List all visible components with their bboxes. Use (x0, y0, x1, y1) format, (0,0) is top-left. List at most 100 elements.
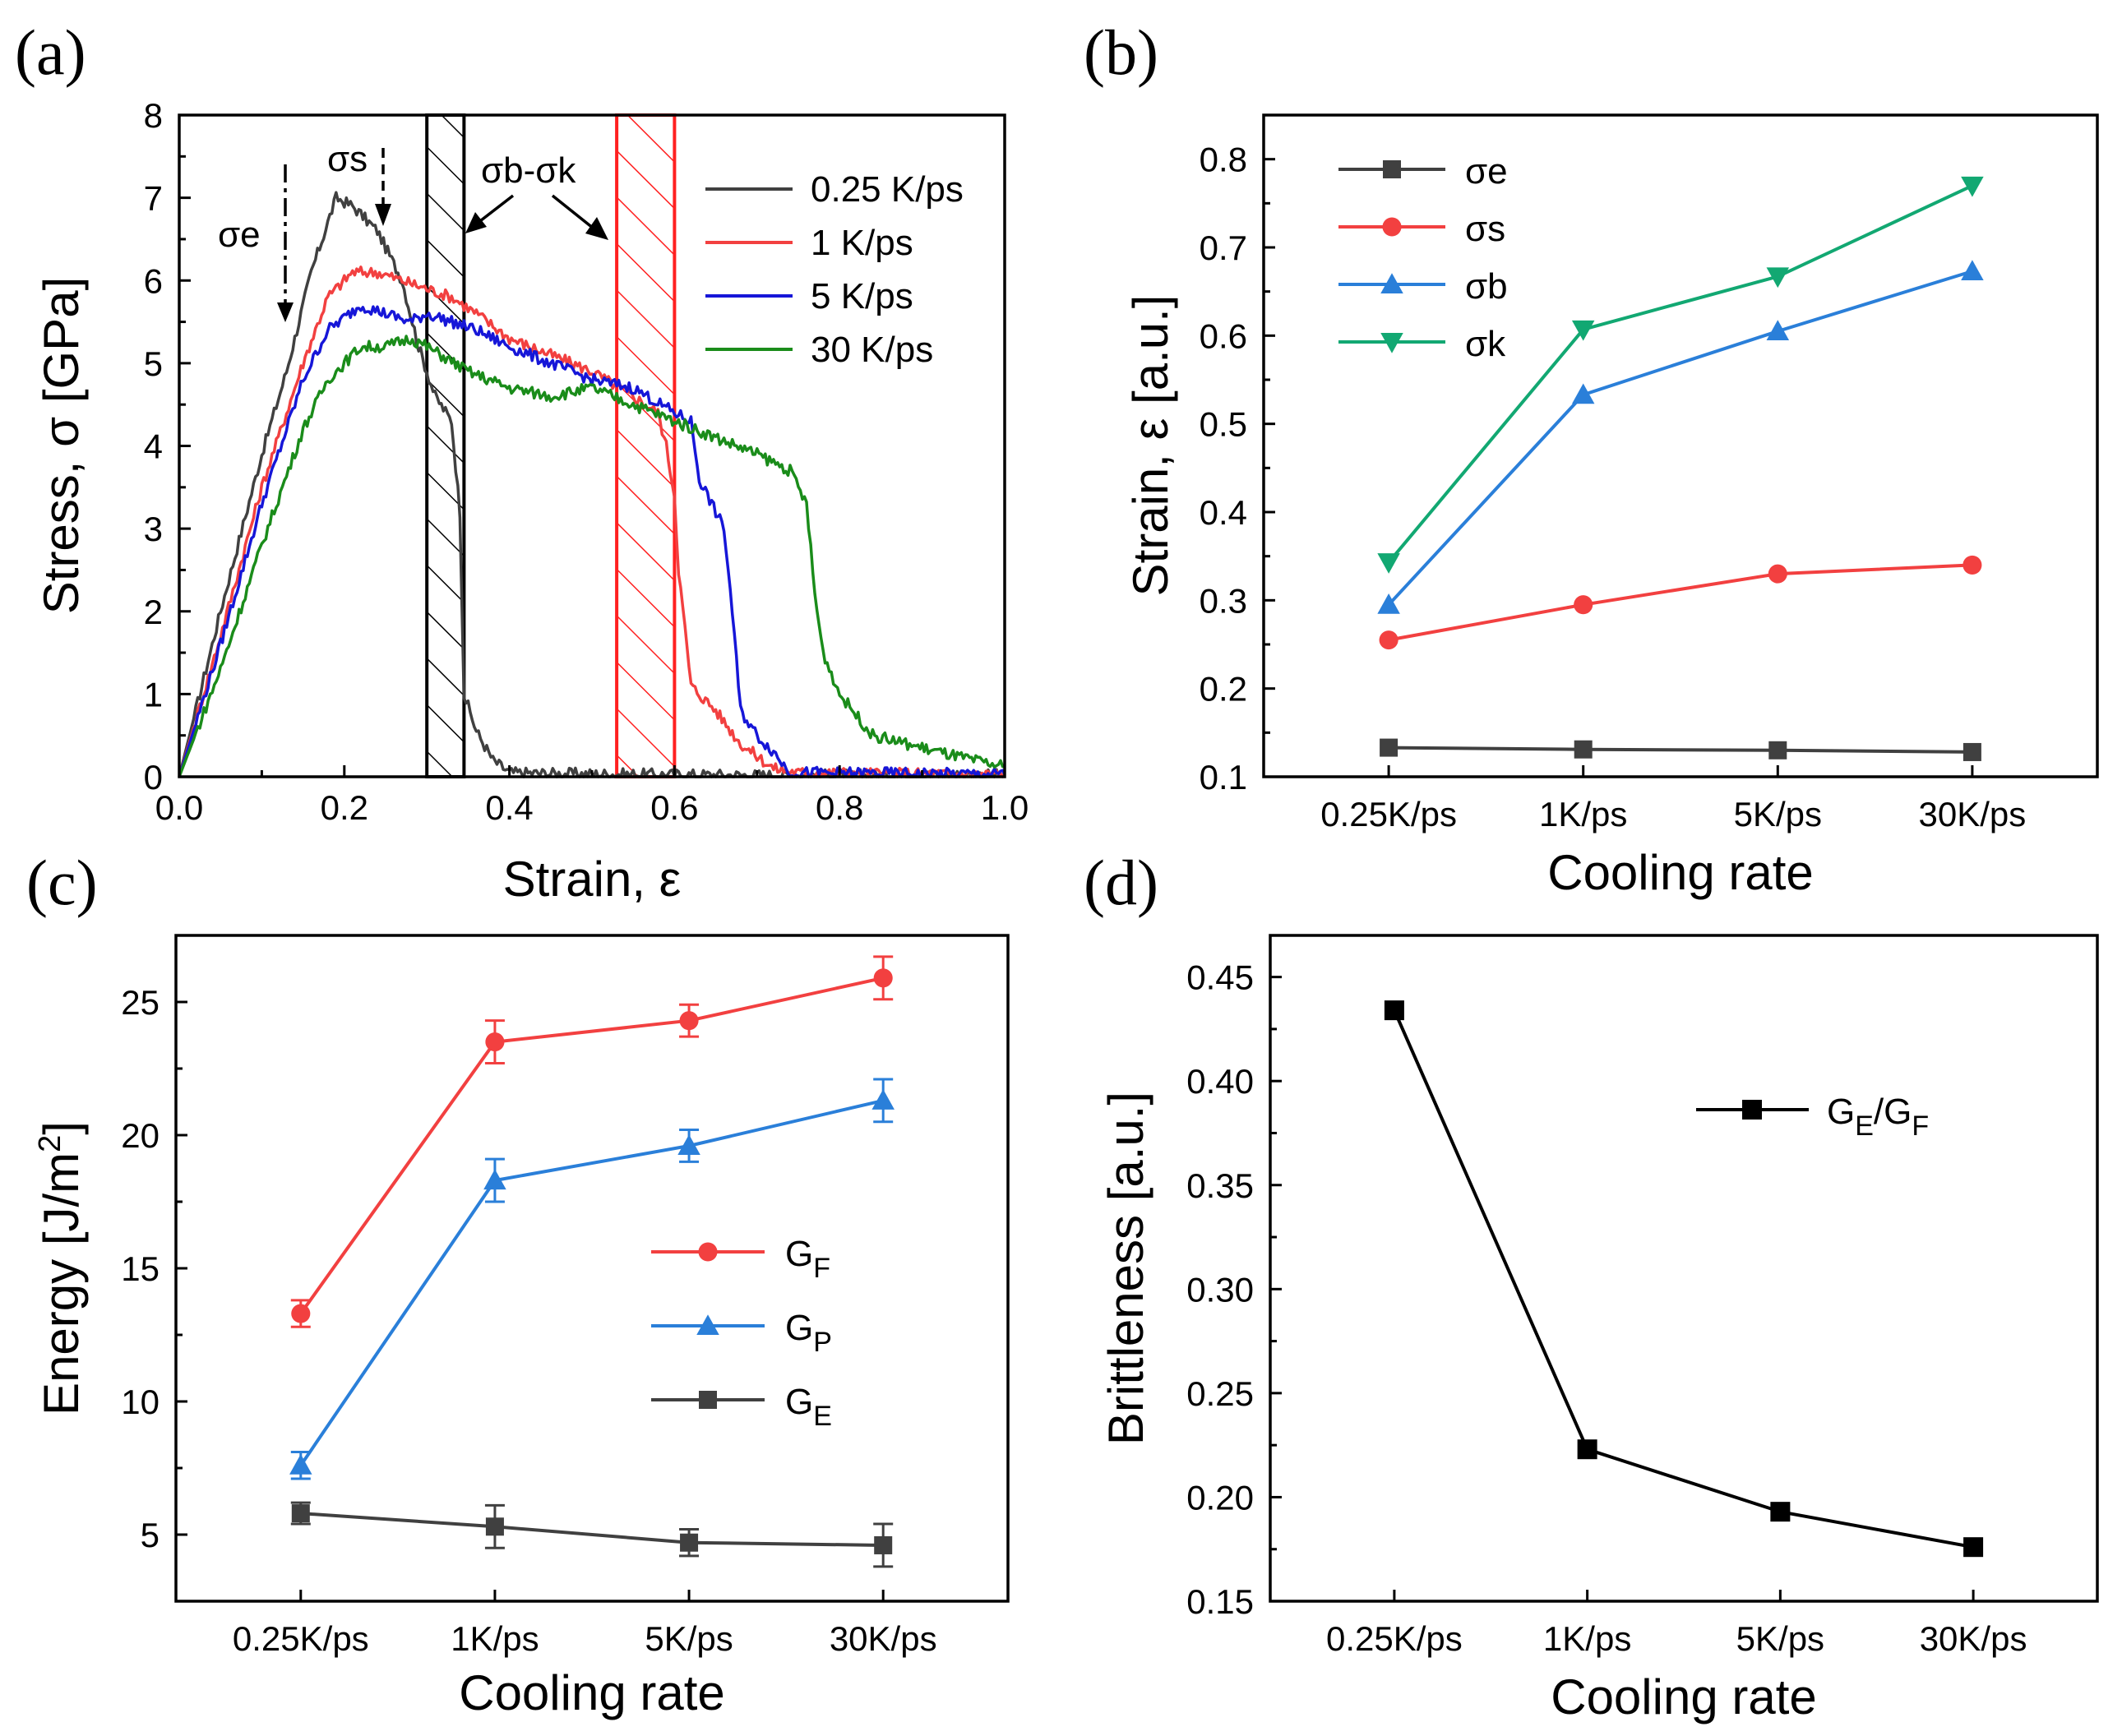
panel-d-brittleness: (d) 0.25K/ps 1K/ps 5K/ps 30K/ps0.150.200.25… (1084, 847, 2099, 1724)
arrow-sigma-k (551, 194, 595, 230)
data-point (485, 1032, 505, 1052)
legend-marker-2 (1380, 273, 1403, 293)
legend: σe σs σb σk (1338, 151, 1508, 364)
series-line-1 (299, 1098, 884, 1466)
data-point (1766, 267, 1790, 289)
x-tick-label: 0.6 (650, 788, 698, 827)
y-tick-label: 0.5 (1200, 405, 1247, 444)
panel-b-letter: (b) (1084, 16, 1158, 88)
hatched-regions (425, 113, 677, 778)
x-tick-label: 0.8 (816, 788, 863, 827)
data-point (679, 1011, 699, 1031)
data-point (1574, 595, 1593, 615)
data-point (289, 1454, 312, 1475)
panel-b-strain: (b) 0.25K/ps 1K/ps 5K/ps 30K/ps 0.1 0.2 0.3 0.4… (1084, 16, 2099, 900)
data-point (483, 1169, 506, 1190)
axis-ticks: 0.25K/ps 1K/ps 5K/ps 30K/ps 5 10 15 20 25 (121, 934, 937, 1658)
data-point (874, 1535, 893, 1554)
data-point (1768, 741, 1787, 760)
x-tick-label: 0.25K/ps (233, 1619, 369, 1658)
y-tick-label: 0 (144, 758, 163, 796)
data-point (1768, 564, 1787, 584)
y-tick-label: 1 (144, 675, 163, 713)
legend-label-1: GP (785, 1308, 832, 1358)
legend: GF GP GE (651, 1234, 832, 1432)
panel-c-ylabel: Energy [J/m2] (33, 1121, 89, 1415)
data-point (1766, 320, 1790, 340)
legend-label-0: GE/GF (1827, 1092, 1929, 1142)
y-tick-label: 20 (121, 1116, 159, 1155)
y-tick-label: 10 (121, 1383, 159, 1421)
annotation-sigma-s: σs (327, 139, 368, 179)
data-point (1963, 1537, 1984, 1558)
panel-c-xlabel: Cooling rate (459, 1665, 725, 1720)
legend-label-3: 30 K/ps (811, 330, 933, 370)
series-group (1384, 1000, 1984, 1558)
panel-b-ylabel: Strain, ε [a.u.] (1123, 295, 1178, 597)
panel-a-frame (178, 113, 1006, 778)
panel-b-frame (1262, 113, 2099, 778)
legend-label-0: σe (1465, 151, 1508, 192)
panel-a-xlabel: Strain, ε (503, 852, 682, 907)
annotation-sigma-bk: σb-σk (481, 150, 576, 191)
arrowhead-sigma-b (465, 212, 487, 233)
x-tick-label: 0.2 (321, 788, 368, 827)
data-point (873, 968, 893, 988)
x-tick-label: 30K/ps (1920, 1619, 2027, 1658)
y-tick-label: 25 (121, 983, 159, 1022)
axis-ticks: 0.25K/ps 1K/ps 5K/ps 30K/ps 0.1 0.2 0.3 0.4 0.5 0… (1200, 141, 2027, 833)
annotations: σe σs σb-σk (218, 139, 608, 322)
panel-d-frame (1269, 934, 2099, 1603)
x-tick-label: 1K/ps (451, 1619, 539, 1658)
series-line-0 (299, 976, 884, 1315)
data-point (291, 1504, 310, 1523)
y-tick-label: 0.25 (1186, 1374, 1254, 1413)
y-tick-label: 2 (144, 593, 163, 631)
data-point (1384, 1000, 1404, 1021)
legend-marker-3 (1380, 333, 1403, 353)
panel-c-letter: (c) (26, 847, 98, 918)
data-point (1770, 1502, 1791, 1522)
legend-label-0: GF (785, 1234, 830, 1284)
data-point (1377, 593, 1400, 614)
panel-b-xlabel: Cooling rate (1547, 845, 1814, 900)
y-tick-label: 7 (144, 179, 163, 218)
y-tick-label: 3 (144, 510, 163, 548)
x-tick-label: 1.0 (981, 788, 1029, 827)
legend: GE/GF (1696, 1092, 1929, 1142)
data-point (1380, 738, 1398, 757)
series-line-2 (1387, 270, 1973, 607)
y-tick-label: 0.45 (1186, 958, 1254, 997)
series-group (1377, 176, 1984, 761)
data-point (1577, 1439, 1597, 1460)
arrow-sigma-b (475, 194, 515, 225)
panel-a-ylabel: Stress, σ [GPa] (34, 277, 89, 614)
data-point (680, 1533, 699, 1552)
x-tick-label: 0.0 (155, 788, 203, 827)
y-tick-label: 6 (144, 261, 163, 300)
data-point (871, 1089, 895, 1110)
y-tick-label: 0.35 (1186, 1166, 1254, 1205)
panel-d-letter: (d) (1084, 847, 1158, 918)
data-point (677, 1134, 700, 1155)
legend-label-1: 1 K/ps (811, 223, 913, 263)
series-line-1 (1388, 563, 1972, 642)
data-point (1571, 320, 1595, 341)
x-tick-label: 30K/ps (1919, 795, 2027, 833)
y-tick-label: 0.4 (1200, 493, 1247, 532)
panel-d-xlabel: Cooling rate (1551, 1669, 1817, 1724)
hatched-region-1 (615, 113, 677, 778)
y-tick-label: 15 (121, 1249, 159, 1288)
x-tick-label: 1K/ps (1543, 1619, 1631, 1658)
x-tick-label: 5K/ps (645, 1619, 733, 1658)
legend-label-0: 0.25 K/ps (811, 169, 964, 210)
axis-ticks: 0.0 0.2 0.4 0.6 0.8 1.0 0 1 2 3 4 5 6 7 8 (144, 96, 1029, 827)
annotation-sigma-e: σe (218, 215, 261, 255)
x-tick-label: 1K/ps (1539, 795, 1627, 833)
arrowhead-sigma-e (277, 302, 294, 322)
series-line-3 (1387, 184, 1973, 564)
series-line-0 (1389, 746, 1972, 754)
data-point (1961, 260, 1984, 280)
y-tick-label: 0.3 (1200, 581, 1247, 620)
